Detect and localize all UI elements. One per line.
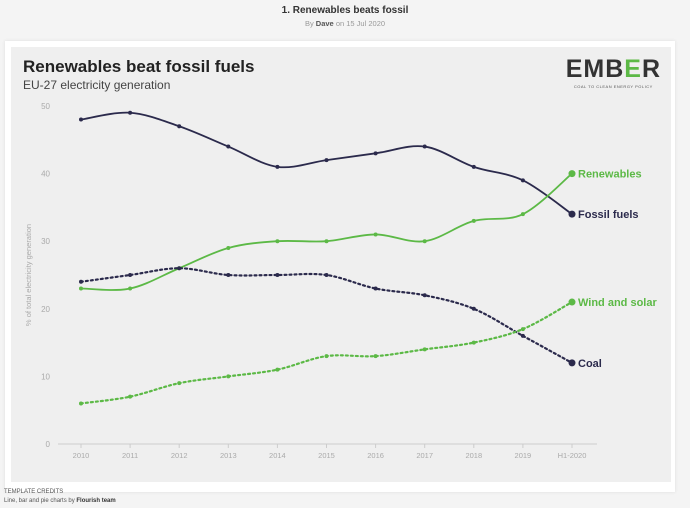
x-tick-label: 2019 — [515, 451, 532, 460]
template-credits: TEMPLATE CREDITS Line, bar and pie chart… — [4, 488, 116, 506]
data-point-coal — [471, 306, 476, 311]
logo-e: E — [624, 55, 642, 83]
logo-r: R — [641, 55, 661, 83]
credits-text: Line, bar and pie charts by — [4, 498, 75, 504]
data-point-fossil-fuels — [520, 178, 525, 183]
series-line-fossil-fuels — [80, 111, 573, 216]
data-point-renewables — [422, 239, 427, 244]
data-point-wind-and-solar — [520, 327, 525, 332]
series-line-coal — [79, 267, 574, 364]
series-label-renewables: Renewables — [578, 169, 642, 181]
page-header: 1. Renewables beats fossil By Dave on 15… — [0, 5, 690, 28]
series-label-wind-and-solar: Wind and solar — [578, 297, 657, 309]
x-tick-label: 2011 — [122, 451, 138, 460]
data-point-renewables — [520, 212, 525, 217]
ember-logo: EMBER COAL TO CLEAN ENERGY POLICY — [566, 55, 661, 89]
x-tick-label: 2016 — [367, 451, 384, 460]
x-tick-label: 2018 — [465, 451, 482, 460]
data-point-wind-and-solar — [373, 354, 378, 359]
data-point-wind-and-solar — [568, 298, 576, 306]
data-point-renewables — [128, 286, 133, 291]
data-point-renewables — [324, 239, 329, 244]
y-tick-label: 10 — [41, 372, 50, 381]
logo-tagline: COAL TO CLEAN ENERGY POLICY — [573, 84, 653, 89]
data-point-renewables — [568, 170, 576, 178]
by-label: By — [304, 19, 314, 28]
x-tick-label: 2017 — [416, 451, 433, 460]
data-point-wind-and-solar — [275, 367, 280, 372]
logo-text: EMB — [565, 55, 625, 83]
data-point-renewables — [471, 218, 476, 223]
chart-title: Renewables beat fossil fuels — [23, 57, 255, 76]
y-tick-label: 30 — [41, 237, 50, 246]
series-label-fossil-fuels: Fossil fuels — [578, 209, 639, 221]
page-title: 1. Renewables beats fossil — [281, 5, 409, 16]
data-point-wind-and-solar — [324, 354, 329, 359]
x-tick-label: H1-2020 — [558, 451, 587, 460]
data-point-wind-and-solar — [177, 381, 182, 386]
data-point-wind-and-solar — [471, 340, 476, 345]
x-tick-label: 2013 — [220, 451, 237, 460]
series-line-renewables — [80, 172, 573, 291]
data-point-coal — [79, 279, 83, 284]
data-point-coal — [177, 266, 182, 271]
series-label-coal: Coal — [578, 358, 602, 370]
data-point-renewables — [79, 286, 83, 291]
y-tick-label: 50 — [41, 102, 50, 111]
data-point-coal — [226, 273, 231, 277]
x-tick-label: 2012 — [171, 451, 188, 460]
byline: By Dave on 15 Jul 2020 — [0, 19, 690, 28]
data-point-fossil-fuels — [373, 151, 378, 156]
x-tick-label: 2015 — [318, 451, 335, 460]
data-point-fossil-fuels — [177, 124, 182, 129]
data-point-wind-and-solar — [79, 401, 83, 406]
data-point-fossil-fuels — [422, 144, 427, 149]
y-tick-label: 0 — [46, 440, 51, 449]
data-point-wind-and-solar — [128, 394, 133, 399]
data-point-fossil-fuels — [568, 210, 576, 218]
data-point-fossil-fuels — [275, 164, 280, 169]
data-point-wind-and-solar — [226, 374, 231, 379]
data-point-coal — [275, 273, 280, 277]
date: on 15 Jul 2020 — [335, 19, 386, 28]
data-point-fossil-fuels — [226, 144, 231, 149]
data-point-renewables — [226, 245, 231, 250]
credits-heading: TEMPLATE CREDITS — [4, 489, 64, 495]
x-tick-label: 2010 — [73, 451, 90, 460]
y-tick-label: 20 — [41, 305, 50, 314]
chart-panel: Renewables beat fossil fuels EU-27 elect… — [11, 47, 671, 482]
data-point-coal — [324, 273, 329, 277]
data-point-coal — [373, 286, 378, 291]
y-axis-label: % of total electricity generation — [24, 224, 33, 326]
author-link[interactable]: Dave — [315, 19, 334, 28]
data-point-wind-and-solar — [422, 347, 427, 352]
data-point-coal — [422, 293, 427, 298]
credits-link[interactable]: Flourish team — [76, 498, 116, 504]
data-point-fossil-fuels — [471, 164, 476, 169]
data-point-coal — [568, 359, 576, 367]
data-point-fossil-fuels — [79, 117, 83, 122]
data-point-fossil-fuels — [324, 158, 329, 163]
data-point-coal — [520, 333, 525, 338]
data-point-coal — [128, 273, 133, 277]
data-point-renewables — [275, 239, 280, 244]
series-line-wind-and-solar — [79, 300, 574, 405]
data-point-renewables — [373, 232, 378, 237]
chart-subtitle: EU-27 electricity generation — [23, 78, 171, 92]
x-tick-label: 2014 — [269, 451, 286, 460]
data-point-fossil-fuels — [128, 110, 133, 115]
y-tick-label: 40 — [41, 170, 50, 179]
